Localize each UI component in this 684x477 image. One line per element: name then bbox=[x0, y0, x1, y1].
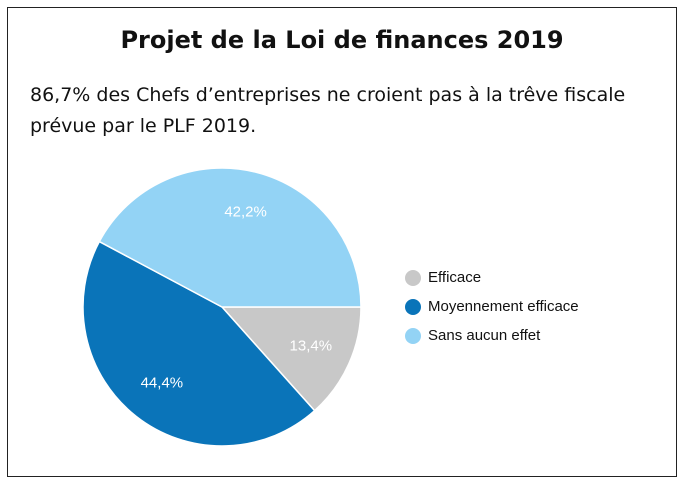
legend-swatch bbox=[405, 328, 421, 344]
chart-title: Projet de la Loi de finances 2019 bbox=[120, 26, 564, 54]
page: Projet de la Loi de finances 2019 86,7% … bbox=[7, 7, 677, 477]
chart-subtitle: 86,7% des Chefs d’entreprises ne croient… bbox=[30, 84, 626, 137]
pie-slice bbox=[220, 306, 362, 412]
data-label: 42,2% bbox=[224, 204, 267, 221]
chart: 13,4% 44,4% 42,2% Efficace Moyennement effic… bbox=[82, 167, 579, 447]
legend-label: Efficace bbox=[428, 269, 481, 286]
legend-label: Moyennement efficace bbox=[428, 298, 579, 315]
legend-label: Sans aucun effet bbox=[428, 327, 541, 344]
legend-swatch bbox=[405, 270, 421, 286]
pie-slice bbox=[82, 240, 316, 447]
pie-slice bbox=[98, 167, 362, 308]
legend-swatch bbox=[405, 299, 421, 315]
data-label: 13,4% bbox=[290, 338, 333, 355]
data-label: 44,4% bbox=[141, 374, 184, 391]
